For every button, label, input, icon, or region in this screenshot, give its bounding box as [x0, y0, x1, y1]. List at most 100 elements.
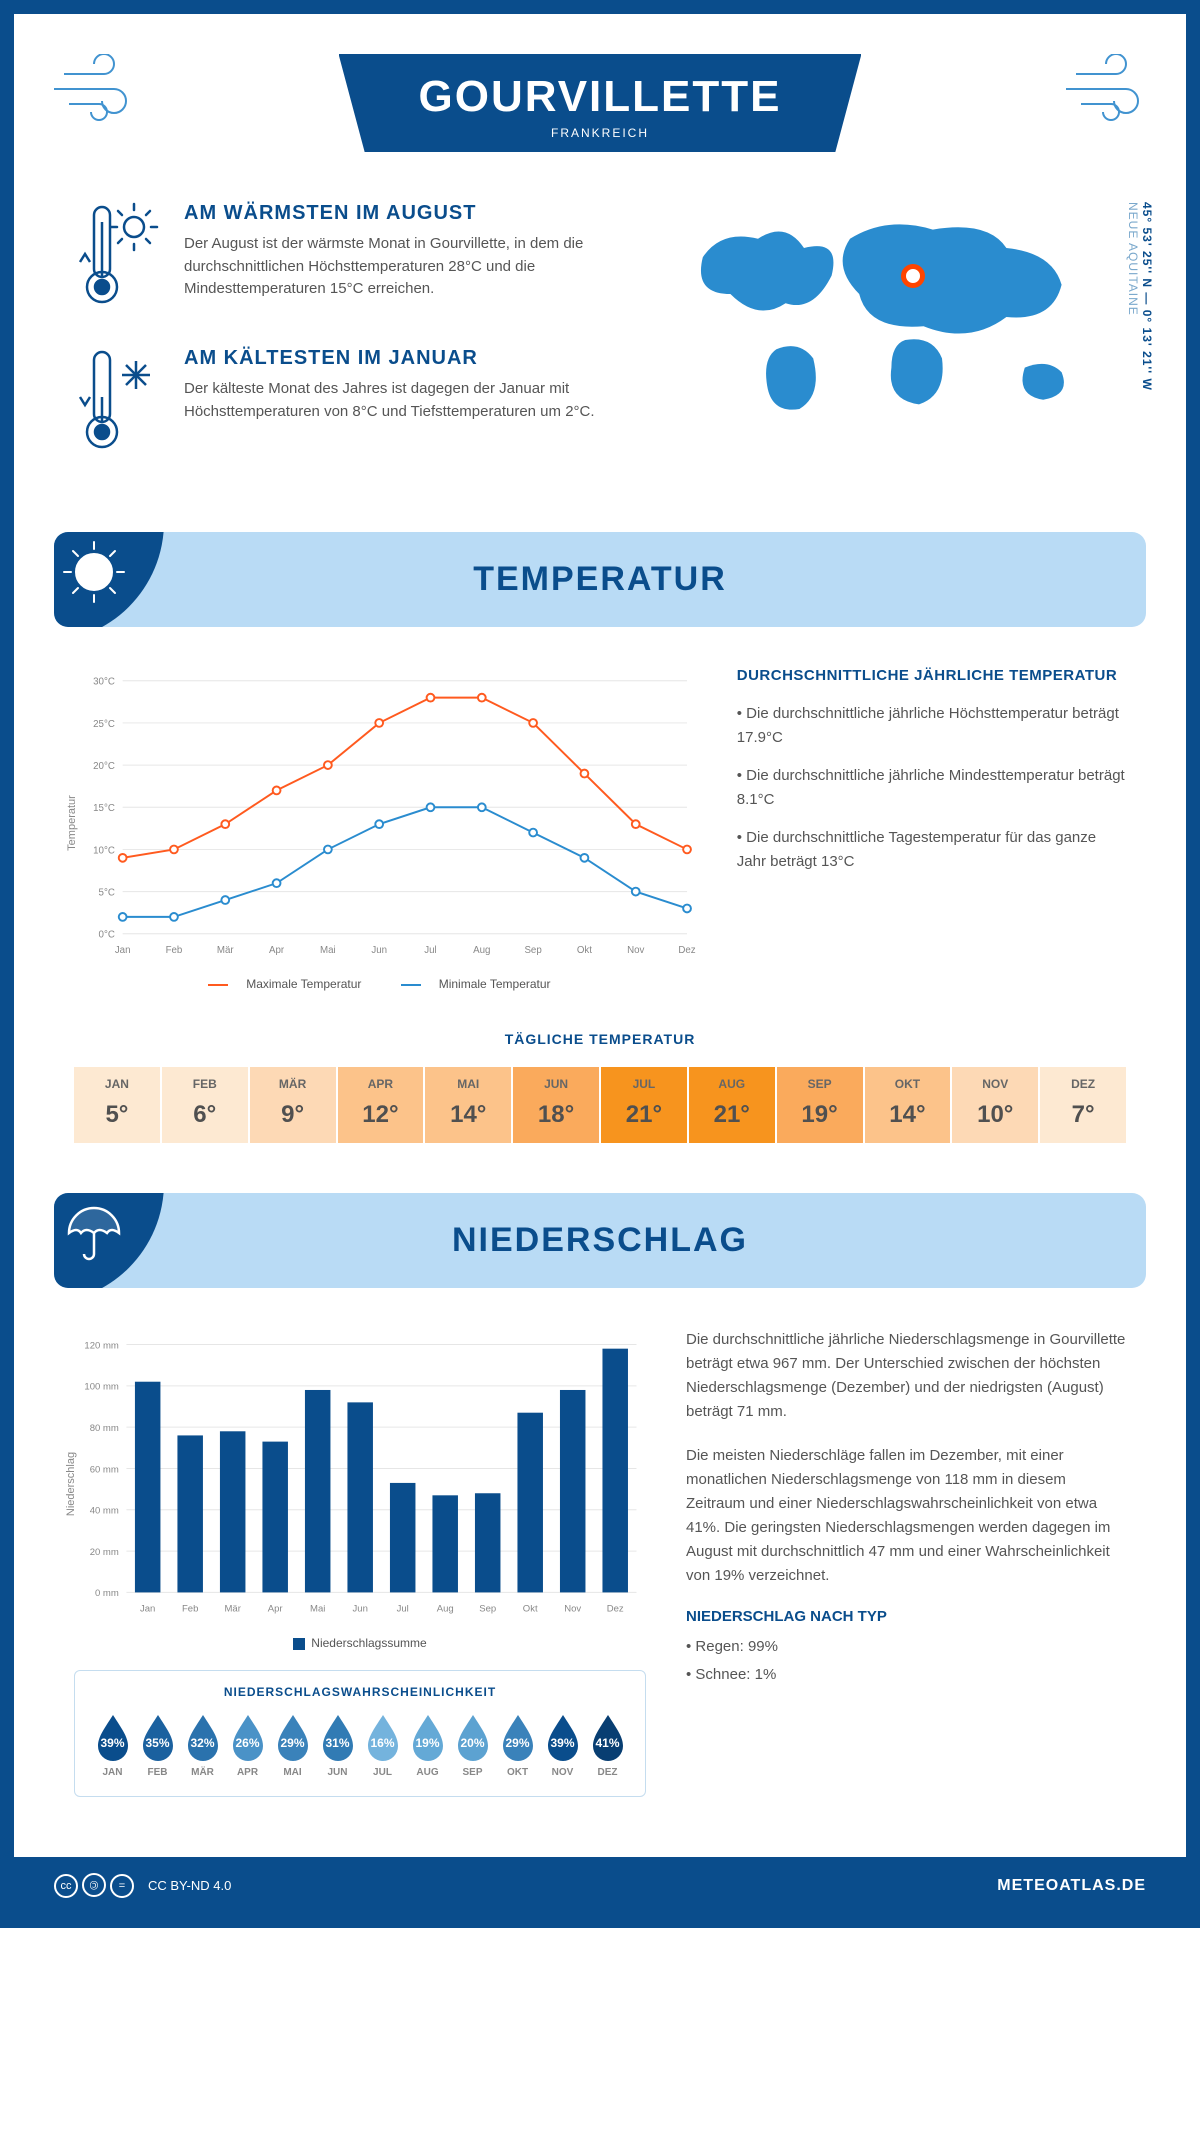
svg-text:Nov: Nov	[627, 945, 644, 956]
raindrop-icon: 26%	[229, 1713, 267, 1761]
daily-temp-title: TÄGLICHE TEMPERATUR	[74, 1031, 1126, 1047]
avg-bullet: • Die durchschnittliche jährliche Mindes…	[737, 764, 1126, 812]
daily-temp-value: 7°	[1040, 1101, 1126, 1129]
temp-legend: Maximale Temperatur Minimale Temperatur	[74, 977, 697, 991]
precip-type-title: NIEDERSCHLAG NACH TYP	[686, 1608, 1126, 1625]
prob-drop-cell: 31% JUN	[316, 1713, 359, 1778]
svg-text:80 mm: 80 mm	[90, 1423, 119, 1434]
precip-legend: Niederschlagssumme	[74, 1636, 646, 1650]
coords-value: 45° 53' 25'' N — 0° 13' 21'' W	[1140, 202, 1154, 391]
prob-value: 41%	[595, 1724, 619, 1750]
location-marker-icon	[901, 264, 925, 288]
prob-month-label: JAN	[91, 1767, 134, 1778]
svg-text:0°C: 0°C	[99, 930, 115, 941]
fact-coldest: AM KÄLTESTEN IM JANUAR Der kälteste Mona…	[74, 347, 626, 462]
header: GOURVILLETTE FRANKREICH	[14, 14, 1186, 172]
daily-month-label: JUL	[601, 1077, 687, 1091]
precipitation-left: Niederschlag 0 mm20 mm40 mm60 mm80 mm100…	[74, 1328, 646, 1797]
svg-text:Okt: Okt	[577, 945, 592, 956]
svg-text:Apr: Apr	[268, 1603, 284, 1614]
daily-month-label: AUG	[689, 1077, 775, 1091]
daily-temp-value: 6°	[162, 1101, 248, 1129]
intro-row: AM WÄRMSTEN IM AUGUST Der August ist der…	[14, 172, 1186, 532]
prob-value: 35%	[145, 1724, 169, 1750]
svg-text:Jun: Jun	[371, 945, 387, 956]
svg-text:60 mm: 60 mm	[90, 1464, 119, 1475]
daily-month-label: DEZ	[1040, 1077, 1126, 1091]
svg-text:Sep: Sep	[479, 1603, 496, 1614]
prob-value: 16%	[370, 1724, 394, 1750]
prob-drop-cell: 16% JUL	[361, 1713, 404, 1778]
raindrop-icon: 29%	[274, 1713, 312, 1761]
license: cc🄯= CC BY-ND 4.0	[54, 1873, 231, 1898]
prob-month-label: MAI	[271, 1767, 314, 1778]
raindrop-icon: 39%	[544, 1713, 582, 1761]
daily-temp-cell: FEB 6°	[162, 1067, 248, 1143]
prob-value: 39%	[100, 1724, 124, 1750]
prob-value: 32%	[190, 1724, 214, 1750]
daily-temp-value: 21°	[689, 1101, 775, 1129]
wind-deco-right-icon	[1056, 54, 1156, 129]
svg-text:Mär: Mär	[224, 1603, 241, 1614]
prob-month-label: APR	[226, 1767, 269, 1778]
daily-month-label: MÄR	[250, 1077, 336, 1091]
daily-temp-cell: AUG 21°	[689, 1067, 775, 1143]
fact-cold-text: Der kälteste Monat des Jahres ist dagege…	[184, 378, 626, 423]
type-bullet: • Regen: 99%	[686, 1635, 1126, 1659]
nd-icon: =	[110, 1874, 134, 1898]
prob-drop-cell: 39% NOV	[541, 1713, 584, 1778]
daily-temp-cell: JUN18°	[513, 1067, 599, 1143]
svg-text:Apr: Apr	[269, 945, 285, 956]
fact-warmest: AM WÄRMSTEN IM AUGUST Der August ist der…	[74, 202, 626, 317]
title-ribbon: GOURVILLETTE FRANKREICH	[339, 54, 862, 152]
daily-month-label: NOV	[952, 1077, 1038, 1091]
cc-icons: cc🄯=	[54, 1873, 138, 1898]
precip-text-1: Die durchschnittliche jährliche Niedersc…	[686, 1328, 1126, 1424]
prob-drop-cell: 39% JAN	[91, 1713, 134, 1778]
prob-month-label: FEB	[136, 1767, 179, 1778]
daily-temp-value: 19°	[777, 1101, 863, 1129]
precipitation-section: Niederschlag 0 mm20 mm40 mm60 mm80 mm100…	[14, 1288, 1186, 1827]
daily-temp-cell: MAI14°	[425, 1067, 511, 1143]
svg-text:Jul: Jul	[424, 945, 436, 956]
daily-temp-cell: MÄR9°	[250, 1067, 336, 1143]
raindrop-icon: 41%	[589, 1713, 627, 1761]
daily-month-label: MAI	[425, 1077, 511, 1091]
svg-text:0 mm: 0 mm	[95, 1588, 119, 1599]
raindrop-icon: 35%	[139, 1713, 177, 1761]
thermometer-sun-icon	[74, 202, 164, 317]
svg-text:Jul: Jul	[397, 1603, 409, 1614]
daily-month-label: APR	[338, 1077, 424, 1091]
svg-text:Jun: Jun	[353, 1603, 368, 1614]
svg-text:Mär: Mär	[217, 945, 235, 956]
svg-text:120 mm: 120 mm	[84, 1340, 118, 1351]
footer: cc🄯= CC BY-ND 4.0 METEOATLAS.DE	[14, 1857, 1186, 1914]
prob-drop-cell: 35% FEB	[136, 1713, 179, 1778]
prob-month-label: MÄR	[181, 1767, 224, 1778]
raindrop-icon: 32%	[184, 1713, 222, 1761]
avg-bullet: • Die durchschnittliche Tagestemperatur …	[737, 826, 1126, 874]
temperature-summary: DURCHSCHNITTLICHE JÄHRLICHE TEMPERATUR •…	[737, 667, 1126, 991]
daily-month-label: OKT	[865, 1077, 951, 1091]
world-map: 45° 53' 25'' N — 0° 13' 21'' W NEUE AQUI…	[666, 202, 1126, 492]
svg-text:Mai: Mai	[310, 1603, 325, 1614]
svg-text:Dez: Dez	[607, 1603, 624, 1614]
prob-value: 26%	[235, 1724, 259, 1750]
svg-text:Jan: Jan	[115, 945, 131, 956]
temp-ylabel: Temperatur	[66, 795, 78, 851]
precip-text-2: Die meisten Niederschläge fallen im Deze…	[686, 1444, 1126, 1588]
temperature-chart: Temperatur 0°C5°C10°C15°C20°C25°C30°CJan…	[74, 667, 697, 991]
svg-text:Feb: Feb	[182, 1603, 198, 1614]
daily-month-label: JUN	[513, 1077, 599, 1091]
fact-warm-text: Der August ist der wärmste Monat in Gour…	[184, 233, 626, 301]
daily-month-label: FEB	[162, 1077, 248, 1091]
svg-text:20 mm: 20 mm	[90, 1547, 119, 1558]
daily-temp-cell: OKT 14°	[865, 1067, 951, 1143]
precip-probability-box: NIEDERSCHLAGSWAHRSCHEINLICHKEIT 39% JAN …	[74, 1670, 646, 1797]
svg-text:Aug: Aug	[473, 945, 490, 956]
raindrop-icon: 29%	[499, 1713, 537, 1761]
daily-temp-value: 14°	[865, 1101, 951, 1129]
raindrop-icon: 39%	[94, 1713, 132, 1761]
daily-temp-value: 10°	[952, 1101, 1038, 1129]
precipitation-chart: Niederschlag 0 mm20 mm40 mm60 mm80 mm100…	[74, 1328, 646, 1628]
